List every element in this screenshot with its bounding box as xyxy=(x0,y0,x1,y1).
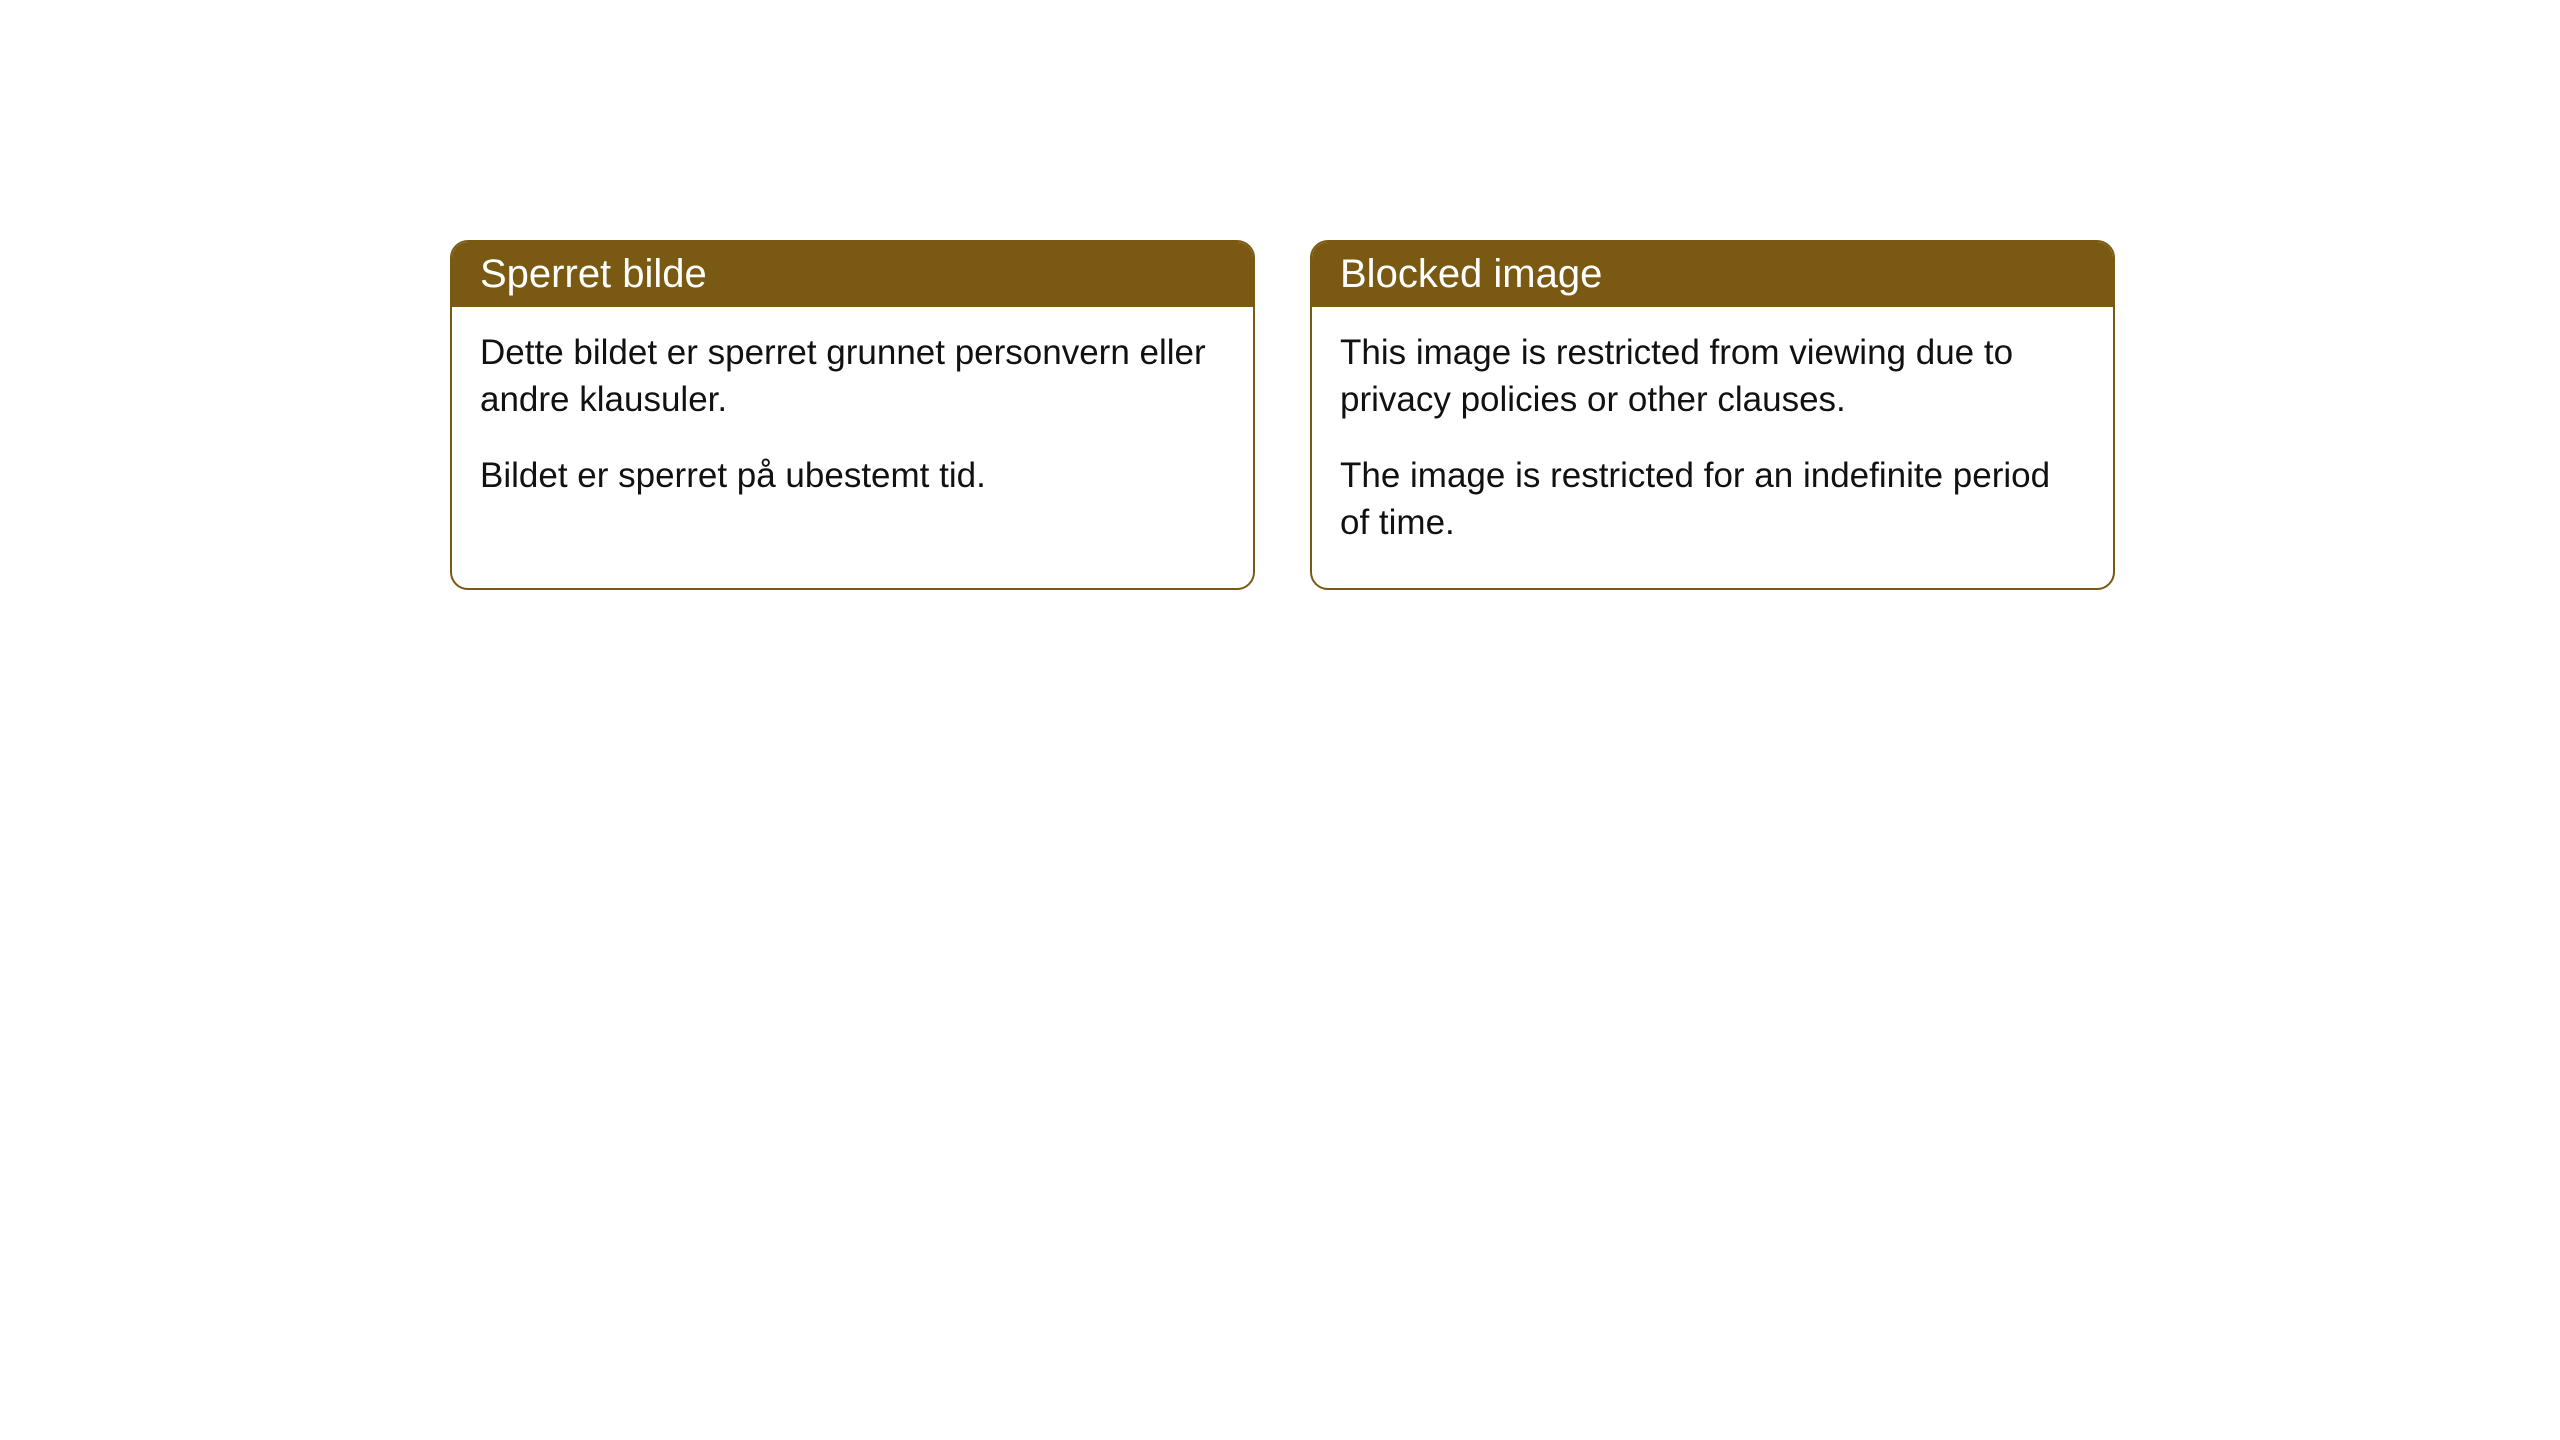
notice-cards-container: Sperret bilde Dette bildet er sperret gr… xyxy=(450,240,2115,590)
card-title-en: Blocked image xyxy=(1340,252,1602,296)
blocked-image-card-no: Sperret bilde Dette bildet er sperret gr… xyxy=(450,240,1255,590)
blocked-image-card-en: Blocked image This image is restricted f… xyxy=(1310,240,2115,590)
card-header-no: Sperret bilde xyxy=(452,242,1253,307)
card-paragraph-en-2: The image is restricted for an indefinit… xyxy=(1340,452,2085,547)
card-body-en: This image is restricted from viewing du… xyxy=(1312,307,2113,588)
card-paragraph-no-2: Bildet er sperret på ubestemt tid. xyxy=(480,452,1225,499)
card-header-en: Blocked image xyxy=(1312,242,2113,307)
card-title-no: Sperret bilde xyxy=(480,252,707,296)
card-paragraph-en-1: This image is restricted from viewing du… xyxy=(1340,329,2085,424)
card-paragraph-no-1: Dette bildet er sperret grunnet personve… xyxy=(480,329,1225,424)
card-body-no: Dette bildet er sperret grunnet personve… xyxy=(452,307,1253,541)
